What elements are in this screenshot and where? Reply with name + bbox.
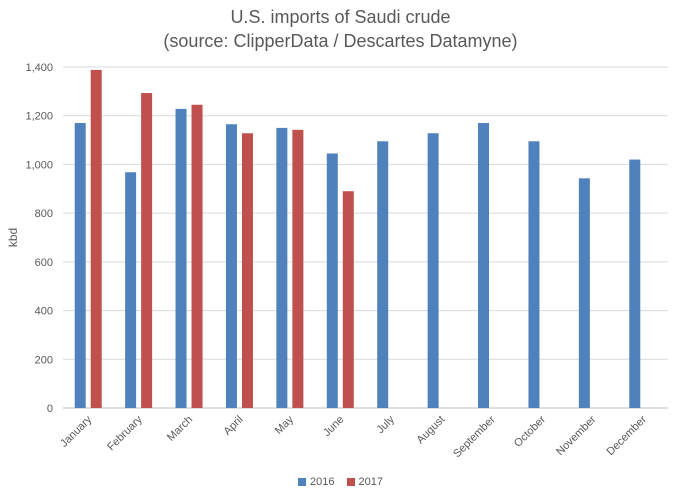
- chart-title: U.S. imports of Saudi crude: [230, 7, 451, 27]
- chart-legend: 2016 2017: [0, 476, 681, 488]
- y-tick-label: 1,200: [25, 111, 53, 123]
- bar-2017-march: [191, 104, 203, 408]
- x-tick-label: March: [165, 414, 195, 444]
- bar-2016-april: [225, 124, 237, 408]
- bar-2017-january: [90, 69, 102, 409]
- y-axis-label: kbd: [6, 228, 20, 247]
- y-tick-label: 800: [35, 208, 53, 220]
- legend-label: 2017: [358, 476, 383, 489]
- y-tick-label: 200: [35, 354, 53, 366]
- bar-2016-june: [326, 153, 338, 408]
- x-tick-label: July: [375, 413, 398, 436]
- y-tick-label: 0: [47, 403, 53, 415]
- y-tick-label: 1,000: [25, 159, 53, 171]
- bar-2016-november: [578, 178, 590, 408]
- legend-swatch: [346, 478, 355, 487]
- x-tick-label: June: [321, 414, 346, 439]
- bar-2016-august: [427, 133, 439, 408]
- x-tick-label: September: [451, 413, 498, 460]
- bar-2016-may: [276, 127, 288, 409]
- legend-label: 2016: [310, 476, 335, 489]
- legend-item: 2017: [346, 476, 383, 489]
- bar-2017-february: [141, 93, 153, 409]
- bar-2017-may: [292, 129, 304, 408]
- x-tick-label: November: [554, 413, 599, 458]
- bar-2017-april: [241, 133, 253, 408]
- x-tick-label: January: [58, 413, 95, 450]
- x-tick-label: October: [512, 413, 548, 449]
- bar-2016-september: [478, 123, 490, 409]
- x-tick-label: December: [605, 413, 650, 458]
- legend-swatch: [298, 478, 307, 487]
- x-tick-label: April: [222, 414, 246, 438]
- x-tick-label: May: [273, 413, 297, 437]
- legend-item: 2016: [298, 476, 335, 489]
- bar-2016-february: [125, 172, 137, 408]
- bar-2016-january: [74, 123, 86, 409]
- bar-2016-october: [528, 141, 540, 408]
- bar-2017-june: [342, 191, 354, 408]
- x-tick-label: February: [105, 413, 145, 453]
- bar-2016-december: [629, 159, 641, 408]
- y-tick-label: 600: [35, 257, 53, 269]
- chart-subtitle: (source: ClipperData / Descartes Datamyn…: [163, 31, 518, 51]
- y-tick-label: 1,400: [25, 62, 53, 74]
- y-tick-label: 400: [35, 306, 53, 318]
- bar-2016-july: [377, 141, 389, 408]
- bar-2016-march: [175, 108, 187, 408]
- x-tick-label: August: [415, 414, 448, 447]
